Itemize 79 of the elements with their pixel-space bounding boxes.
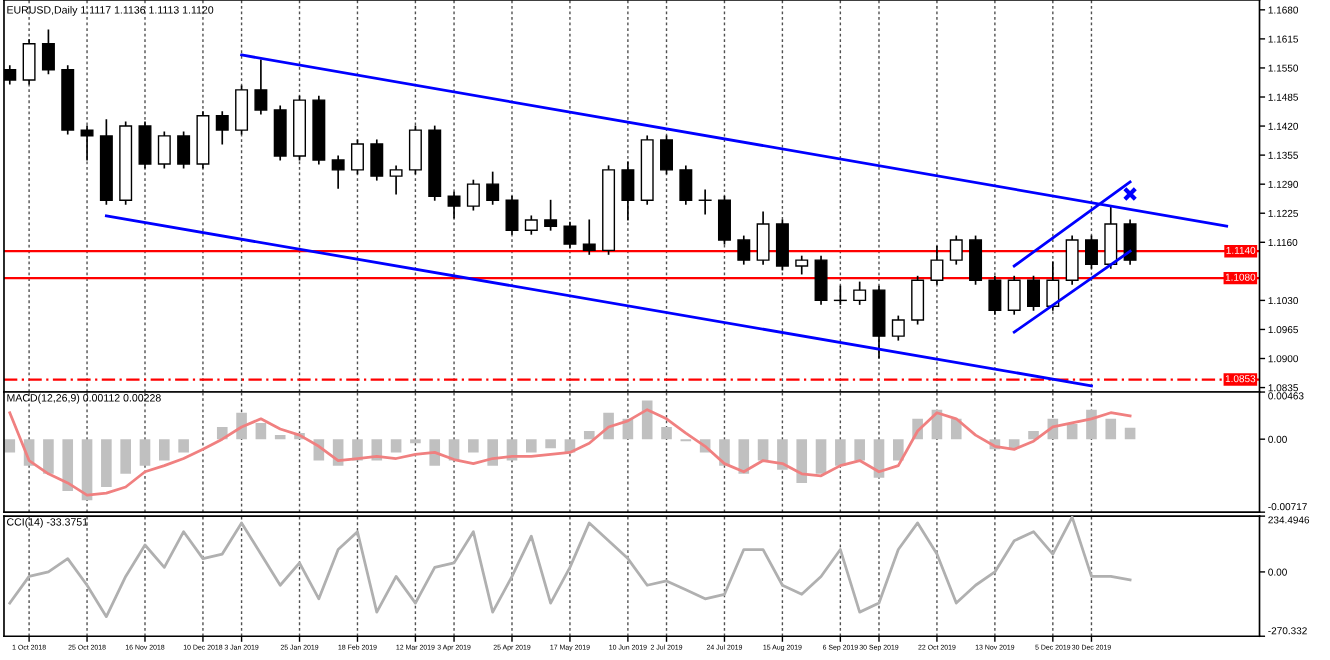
bar	[641, 400, 653, 440]
candlestick	[447, 190, 461, 220]
bar	[120, 439, 131, 474]
candlestick	[679, 164, 693, 206]
candlestick	[486, 170, 500, 206]
candlestick	[331, 154, 345, 190]
bar	[1105, 418, 1117, 440]
candlestick	[949, 234, 963, 266]
candlestick	[22, 38, 36, 86]
candlestick	[254, 58, 268, 116]
candlestick	[1065, 234, 1079, 286]
bar	[950, 418, 962, 440]
candlestick	[853, 280, 867, 306]
bar	[139, 439, 151, 466]
bar	[1066, 423, 1078, 440]
bar	[583, 431, 595, 440]
bar	[526, 439, 537, 453]
candlestick	[717, 194, 731, 246]
candlestick	[215, 110, 229, 146]
bar	[757, 439, 769, 461]
candlestick	[273, 104, 287, 162]
bar	[468, 439, 479, 453]
bar	[4, 439, 16, 453]
candlestick	[157, 130, 171, 170]
candlestick	[660, 134, 674, 176]
candlestick	[988, 274, 1002, 316]
candlestick	[235, 84, 249, 136]
candlestick	[138, 120, 152, 170]
candlestick	[872, 284, 886, 360]
bar	[255, 422, 267, 440]
bar	[390, 439, 402, 453]
candlestick	[177, 130, 191, 170]
candlestick	[930, 245, 944, 286]
candlestick	[1046, 260, 1060, 312]
candlestick	[466, 178, 480, 212]
candlestick	[408, 124, 422, 176]
candlestick	[756, 210, 770, 266]
candlestick	[505, 194, 519, 236]
candlestick	[370, 138, 384, 182]
candlestick	[41, 28, 55, 76]
candlestick	[1104, 205, 1118, 270]
bar	[661, 426, 672, 440]
candlestick	[350, 138, 364, 176]
candlestick	[80, 124, 94, 162]
candlestick	[775, 218, 789, 272]
candlestick	[544, 198, 558, 232]
candlestick	[814, 254, 828, 306]
line-series	[8, 408, 1132, 497]
bar	[1124, 427, 1136, 440]
candlestick	[891, 314, 905, 342]
bar	[81, 439, 93, 501]
candlestick	[582, 218, 596, 256]
candlestick	[737, 234, 751, 266]
bar	[43, 439, 54, 474]
bar	[892, 439, 904, 461]
bar	[796, 439, 808, 483]
candlestick	[795, 254, 809, 276]
candlestick	[563, 220, 577, 250]
bar	[1028, 431, 1039, 440]
bar	[545, 439, 556, 449]
candlestick	[389, 164, 403, 196]
bar	[835, 439, 846, 466]
bar	[738, 439, 750, 474]
bar	[178, 439, 189, 453]
candlestick	[1084, 234, 1098, 270]
candlestick	[1007, 274, 1021, 316]
bar	[815, 439, 827, 474]
line-series	[8, 516, 1132, 619]
candlestick	[969, 234, 983, 286]
candlestick	[621, 160, 635, 222]
bar	[159, 439, 170, 461]
candlestick	[524, 214, 538, 236]
candlestick	[911, 274, 925, 326]
bar	[101, 439, 112, 488]
bar	[62, 439, 74, 492]
bar	[777, 439, 788, 470]
candlestick	[1027, 274, 1041, 312]
bar	[854, 439, 865, 461]
candlestick	[1123, 218, 1137, 266]
